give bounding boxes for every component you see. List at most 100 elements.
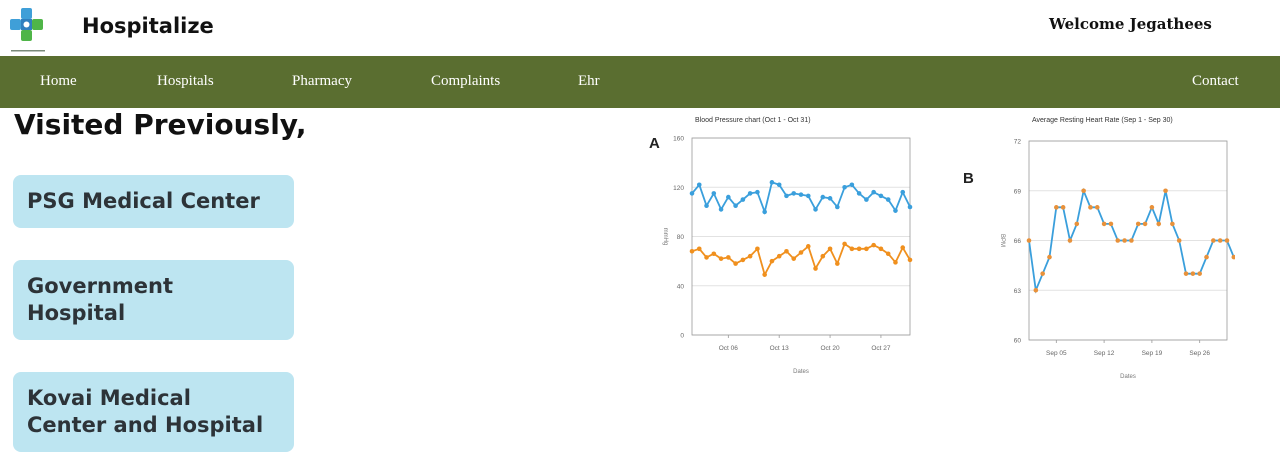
data-point — [893, 208, 898, 213]
data-point — [755, 189, 760, 195]
data-point — [820, 194, 826, 200]
y-axis-label: mmHg — [662, 228, 668, 246]
nav-contact[interactable]: Contact — [1192, 73, 1239, 89]
data-point — [907, 257, 913, 263]
data-point — [1026, 238, 1032, 243]
data-point — [871, 189, 876, 195]
data-point — [1163, 188, 1168, 194]
data-point — [1217, 238, 1223, 243]
data-point — [1108, 221, 1114, 227]
x-tick-label: Sep 26 — [1189, 350, 1210, 357]
data-point — [776, 253, 782, 259]
data-point — [842, 241, 847, 247]
data-point — [1149, 205, 1155, 210]
data-point — [820, 253, 826, 259]
data-point — [718, 207, 724, 212]
data-point — [704, 255, 709, 260]
blood-pressure-chart: A Blood Pressure chart (Oct 1 - Oct 31) 0 4… — [649, 117, 913, 375]
data-point — [856, 246, 862, 252]
data-point — [696, 246, 702, 252]
data-point — [726, 194, 731, 200]
data-point — [813, 207, 818, 212]
data-point — [1074, 221, 1080, 227]
data-point — [849, 182, 855, 188]
chart-title: Blood Pressure chart (Oct 1 - Oct 31) — [695, 117, 811, 124]
data-point — [1047, 254, 1052, 260]
y-tick-label: 40 — [677, 283, 685, 290]
x-tick-label: Oct 27 — [871, 345, 891, 352]
data-point — [856, 191, 862, 196]
data-point — [893, 260, 898, 265]
data-point — [762, 209, 767, 215]
data-point — [689, 191, 695, 196]
hospital-logo-icon — [10, 8, 45, 52]
panel-label: B — [963, 170, 974, 187]
data-point — [871, 242, 876, 248]
data-point — [907, 204, 913, 210]
data-point — [1204, 254, 1209, 260]
x-tick-label: Oct 20 — [820, 345, 840, 352]
data-point — [1054, 205, 1059, 210]
data-point — [805, 193, 811, 199]
data-point — [1060, 205, 1066, 210]
data-point — [864, 197, 869, 202]
data-point — [885, 251, 891, 257]
data-point — [711, 191, 717, 196]
nav-pharmacy[interactable]: Pharmacy — [292, 73, 352, 89]
welcome-text: Welcome Jegathees — [1049, 15, 1212, 33]
data-point — [1040, 271, 1045, 276]
data-point — [1142, 221, 1148, 227]
hospital-card-name: Kovai Medical Center and Hospital — [27, 386, 264, 437]
hospital-card[interactable]: PSG Medical Center — [13, 175, 294, 228]
data-point — [776, 182, 782, 188]
data-point — [733, 261, 738, 266]
data-point — [1231, 254, 1235, 260]
series-line — [691, 181, 911, 215]
data-point — [813, 266, 818, 271]
brand-title: Hospitalize — [82, 14, 214, 38]
visited-heading: Visited Previously, — [14, 108, 307, 141]
data-point — [1067, 238, 1073, 243]
x-tick-label: Oct 13 — [770, 345, 790, 352]
data-point — [798, 250, 804, 255]
data-point — [827, 246, 833, 252]
data-point — [1129, 238, 1134, 243]
y-tick-label: 0 — [680, 333, 684, 340]
x-axis-label: Dates — [1120, 374, 1136, 378]
x-tick-label: Sep 19 — [1142, 350, 1163, 357]
y-tick-label: 63 — [1014, 288, 1022, 295]
hospital-card-name: PSG Medical Center — [27, 189, 260, 213]
nav-home[interactable]: Home — [40, 73, 77, 89]
data-point — [1101, 221, 1107, 227]
data-point — [784, 248, 789, 254]
data-point — [835, 204, 840, 210]
data-point — [1197, 271, 1202, 276]
data-point — [740, 257, 746, 263]
hospital-card[interactable]: Kovai Medical Center and Hospital — [13, 372, 294, 452]
panel-label: A — [649, 135, 660, 152]
data-point — [784, 193, 789, 199]
x-tick-label: Sep 05 — [1046, 350, 1067, 357]
data-point — [1081, 188, 1086, 194]
y-axis-label: BPM — [999, 234, 1005, 247]
y-tick-label: 66 — [1014, 238, 1022, 245]
y-tick-label: 72 — [1014, 139, 1022, 146]
data-point — [900, 189, 906, 195]
data-point — [885, 197, 891, 202]
nav-complaints[interactable]: Complaints — [431, 73, 501, 89]
data-point — [1033, 287, 1039, 293]
data-point — [878, 193, 884, 199]
nav-ehr[interactable]: Ehr — [578, 73, 600, 89]
hospital-card[interactable]: Government Hospital — [13, 260, 294, 340]
data-point — [1224, 238, 1230, 243]
data-point — [791, 191, 797, 196]
chart-title: Average Resting Heart Rate (Sep 1 - Sep … — [1032, 117, 1173, 124]
y-tick-label: 80 — [677, 234, 685, 241]
heart-rate-chart: B Average Resting Heart Rate (Sep 1 - Sep… — [963, 117, 1235, 378]
nav-hospitals[interactable]: Hospitals — [157, 73, 214, 89]
series-line — [691, 242, 911, 278]
data-point — [689, 248, 695, 254]
data-point — [733, 203, 738, 209]
header-bar: Hospitalize Welcome Jegathees — [0, 0, 1280, 56]
x-axis-label: Dates — [793, 369, 809, 375]
